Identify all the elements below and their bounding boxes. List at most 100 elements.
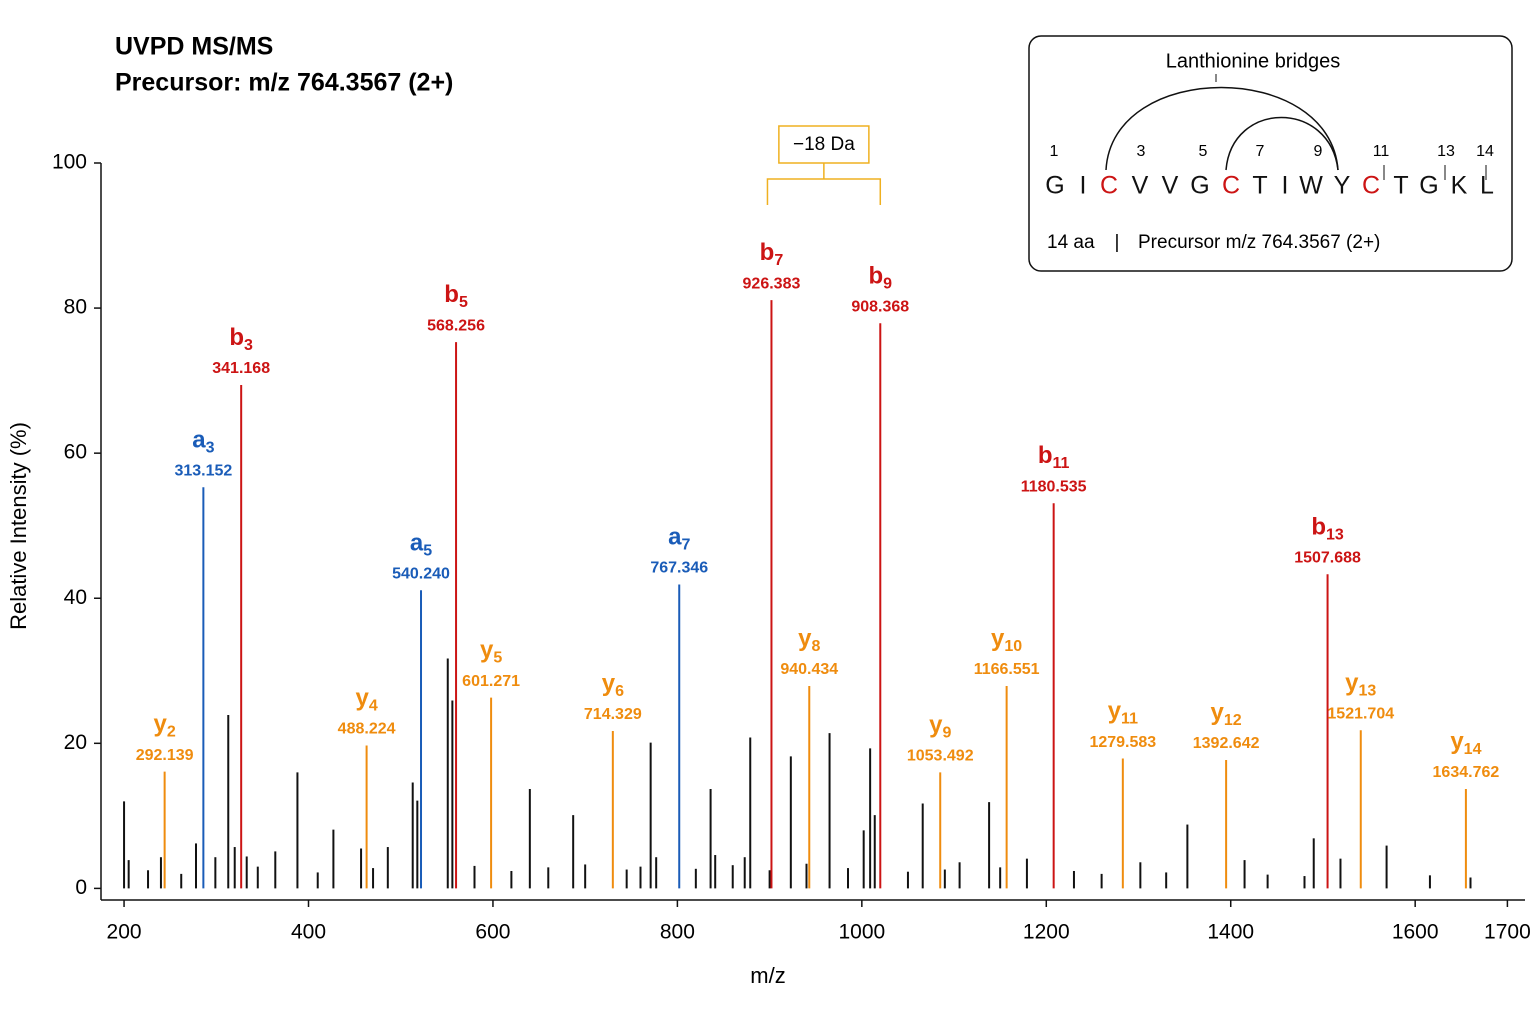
ion-label: y8	[798, 625, 820, 655]
y-tick-label: 40	[64, 586, 87, 609]
x-tick-label: 800	[660, 921, 695, 944]
ion-index: 5	[493, 650, 502, 667]
mz-label: 1166.551	[974, 661, 1040, 678]
residue: C	[1100, 172, 1118, 200]
ion-type: y	[798, 625, 812, 652]
ion-type: b	[1311, 514, 1326, 541]
residue: W	[1299, 172, 1323, 200]
ion-label: y14	[1450, 728, 1481, 758]
ion-index: 11	[1053, 455, 1070, 472]
y-tick-label: 20	[64, 731, 87, 754]
ion-label: y11	[1108, 698, 1138, 728]
ion-type: a	[410, 530, 424, 557]
x-axis-title: m/z	[750, 963, 785, 988]
mz-label: 601.271	[462, 673, 520, 690]
mz-label: 1279.583	[1089, 734, 1156, 751]
x-tick-label: 1600	[1392, 921, 1439, 944]
ion-label: b9	[868, 263, 892, 293]
inset-title: Lanthionine bridges	[1166, 50, 1341, 72]
ion-type: a	[192, 427, 206, 454]
x-tick-label: 600	[475, 921, 510, 944]
mz-label: 1053.492	[907, 748, 974, 765]
inset-separator: |	[1115, 232, 1120, 253]
bridge-arc	[1105, 86, 1339, 171]
residue-position: 13	[1437, 143, 1455, 160]
ion-type: y	[1345, 670, 1359, 697]
mz-label: 940.434	[780, 661, 838, 678]
bracket-box	[778, 125, 870, 164]
ion-index: 11	[1121, 711, 1138, 728]
residue: G	[1045, 172, 1064, 200]
ion-type: b	[760, 239, 775, 266]
ion-index: 4	[369, 698, 378, 715]
ion-index: 5	[423, 542, 432, 559]
ion-label: a3	[192, 427, 214, 457]
ion-type: y	[1450, 728, 1464, 755]
x-tick-label: 1200	[1023, 921, 1070, 944]
y-tick-label: 100	[52, 151, 87, 174]
residue: C	[1222, 172, 1240, 200]
ion-type: b	[229, 324, 244, 351]
mz-label: 767.346	[650, 560, 708, 577]
residue: V	[1162, 172, 1179, 200]
ion-type: y	[929, 712, 943, 739]
residue-position: 14	[1476, 143, 1494, 160]
residue: Y	[1334, 172, 1351, 200]
ion-label: b7	[760, 239, 784, 269]
mz-label: 714.329	[584, 706, 642, 723]
residue: I	[1282, 172, 1289, 200]
ion-type: y	[1108, 698, 1122, 725]
residue: G	[1190, 172, 1209, 200]
residue-position: 11	[1373, 143, 1390, 160]
residue-position: 9	[1314, 143, 1323, 160]
mz-label: 488.224	[338, 721, 396, 738]
ion-type: y	[602, 670, 616, 697]
mz-label: 1634.762	[1433, 764, 1500, 781]
ion-type: y	[154, 711, 168, 738]
ion-index: 14	[1464, 741, 1482, 758]
bracket-label: −18 Da	[793, 134, 855, 155]
ion-label: y6	[602, 670, 624, 700]
y-axis-title: Relative Intensity (%)	[6, 422, 31, 630]
mz-label: 1507.688	[1294, 550, 1361, 567]
y-tick-label: 60	[64, 441, 87, 464]
residue: C	[1362, 172, 1380, 200]
chart-subtitle: Precursor: m/z 764.3567 (2+)	[115, 69, 453, 97]
ion-index: 9	[942, 725, 951, 742]
mz-label: 926.383	[743, 275, 801, 292]
x-tick-label: 1700	[1484, 921, 1531, 944]
ion-label: a7	[668, 524, 690, 554]
ion-type: y	[1211, 699, 1225, 726]
ion-label: y12	[1211, 699, 1242, 729]
ion-type: b	[444, 282, 459, 309]
residue: I	[1080, 172, 1087, 200]
ion-index: 13	[1359, 682, 1377, 699]
x-tick-label: 400	[291, 921, 326, 944]
residue-position: 7	[1256, 143, 1265, 160]
ion-label: y2	[154, 711, 176, 741]
mz-label: 341.168	[212, 360, 270, 377]
ion-type: b	[1038, 443, 1053, 470]
x-tick-label: 1400	[1207, 921, 1254, 944]
ion-label: b5	[444, 282, 468, 312]
residue: G	[1419, 172, 1438, 200]
residue-position: 3	[1137, 143, 1146, 160]
mz-label: 540.240	[392, 565, 450, 582]
mz-label: 568.256	[427, 317, 485, 334]
mz-label: 1180.535	[1021, 478, 1087, 495]
residue-position: 5	[1199, 143, 1208, 160]
y-tick-label: 80	[64, 296, 87, 319]
ion-label: a5	[410, 530, 432, 560]
inset-precursor: Precursor m/z 764.3567 (2+)	[1138, 232, 1380, 253]
inset-length: 14 aa	[1047, 232, 1095, 253]
mz-label: 313.152	[174, 462, 232, 479]
ion-label: y10	[991, 625, 1022, 655]
ion-label: b3	[229, 324, 253, 354]
inset-box	[1028, 35, 1513, 272]
mz-label: 292.139	[136, 747, 194, 764]
mz-label: 1521.704	[1327, 705, 1394, 722]
bracket	[766, 163, 882, 205]
residue: T	[1393, 172, 1408, 200]
